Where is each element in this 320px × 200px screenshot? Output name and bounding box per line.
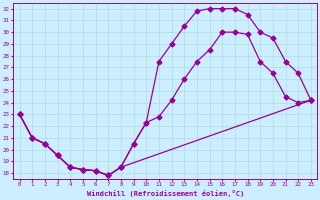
X-axis label: Windchill (Refroidissement éolien,°C): Windchill (Refroidissement éolien,°C)	[87, 190, 244, 197]
